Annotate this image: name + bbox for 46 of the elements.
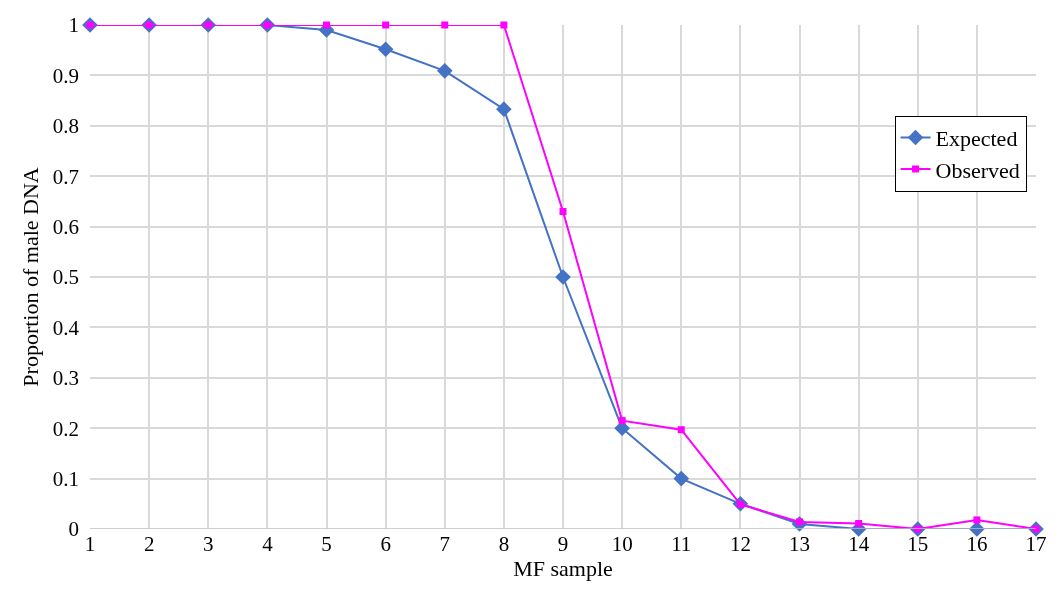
point — [677, 426, 685, 434]
point — [559, 207, 567, 215]
x-tick-label: 15 — [907, 532, 929, 556]
x-tick-label: 9 — [557, 532, 569, 556]
point — [500, 21, 508, 29]
point — [973, 516, 981, 524]
y-tick-label: 0.4 — [52, 315, 80, 340]
x-tick-label: 2 — [143, 532, 155, 556]
point — [382, 21, 390, 29]
point — [555, 269, 571, 285]
x-tick-label: 11 — [671, 532, 692, 556]
x-tick-label: 8 — [498, 532, 510, 556]
y-tick-label: 0.3 — [52, 366, 79, 391]
point — [436, 63, 453, 79]
x-tick-label: 6 — [380, 532, 391, 556]
x-tick-label: 4 — [262, 532, 274, 556]
y-tick-label: 0.8 — [52, 114, 79, 139]
x-tick-label: 16 — [966, 532, 988, 556]
legend-label: Expected — [935, 126, 1018, 152]
x-tick-label: 13 — [789, 532, 810, 556]
y-tick-label: 1 — [68, 13, 79, 38]
point — [441, 21, 449, 29]
x-tick-label: 14 — [848, 532, 870, 556]
x-tick-label: 12 — [729, 532, 751, 556]
point — [377, 41, 394, 57]
legend-label: Observed — [935, 157, 1020, 183]
point — [673, 470, 690, 487]
x-axis-title: MF sample — [513, 556, 613, 581]
point — [855, 519, 863, 527]
y-tick-label: 0.2 — [52, 416, 79, 441]
point — [323, 21, 330, 29]
x-tick-label: 7 — [439, 532, 450, 556]
x-tick-label: 3 — [203, 532, 214, 556]
y-tick-label: 0.7 — [52, 164, 79, 189]
x-tick-label: 5 — [321, 532, 332, 556]
x-tick-label: 17 — [1025, 532, 1047, 556]
x-tick-label: 1 — [84, 532, 96, 556]
y-tick-label: 0.6 — [52, 214, 79, 239]
point — [618, 417, 626, 425]
point — [496, 101, 512, 117]
y-tick-label: 0.5 — [52, 265, 79, 290]
y-tick-label: 0.9 — [52, 63, 79, 88]
y-tick-label: 0.1 — [52, 466, 79, 491]
y-tick-label: 0 — [68, 517, 79, 542]
x-tick-label: 10 — [611, 532, 633, 556]
y-axis-title: Proportion of male DNA — [17, 167, 43, 387]
